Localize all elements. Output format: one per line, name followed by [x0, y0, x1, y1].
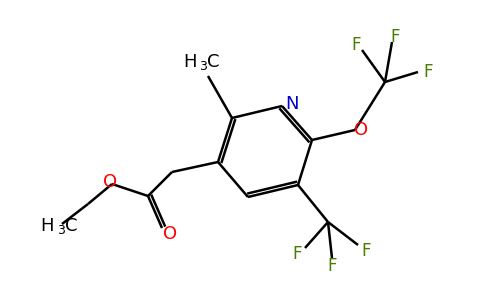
Text: F: F	[390, 28, 400, 46]
Text: F: F	[327, 257, 337, 275]
Text: 3: 3	[199, 61, 207, 74]
Text: C: C	[207, 53, 220, 71]
Text: N: N	[285, 95, 299, 113]
Text: H: H	[183, 53, 197, 71]
Text: O: O	[163, 225, 177, 243]
Text: H: H	[41, 217, 54, 235]
Text: C: C	[65, 217, 77, 235]
Text: F: F	[361, 242, 371, 260]
Text: 3: 3	[57, 224, 65, 238]
Text: O: O	[354, 121, 368, 139]
Text: F: F	[351, 36, 361, 54]
Text: F: F	[423, 63, 433, 81]
Text: F: F	[292, 245, 302, 263]
Text: O: O	[103, 173, 117, 191]
